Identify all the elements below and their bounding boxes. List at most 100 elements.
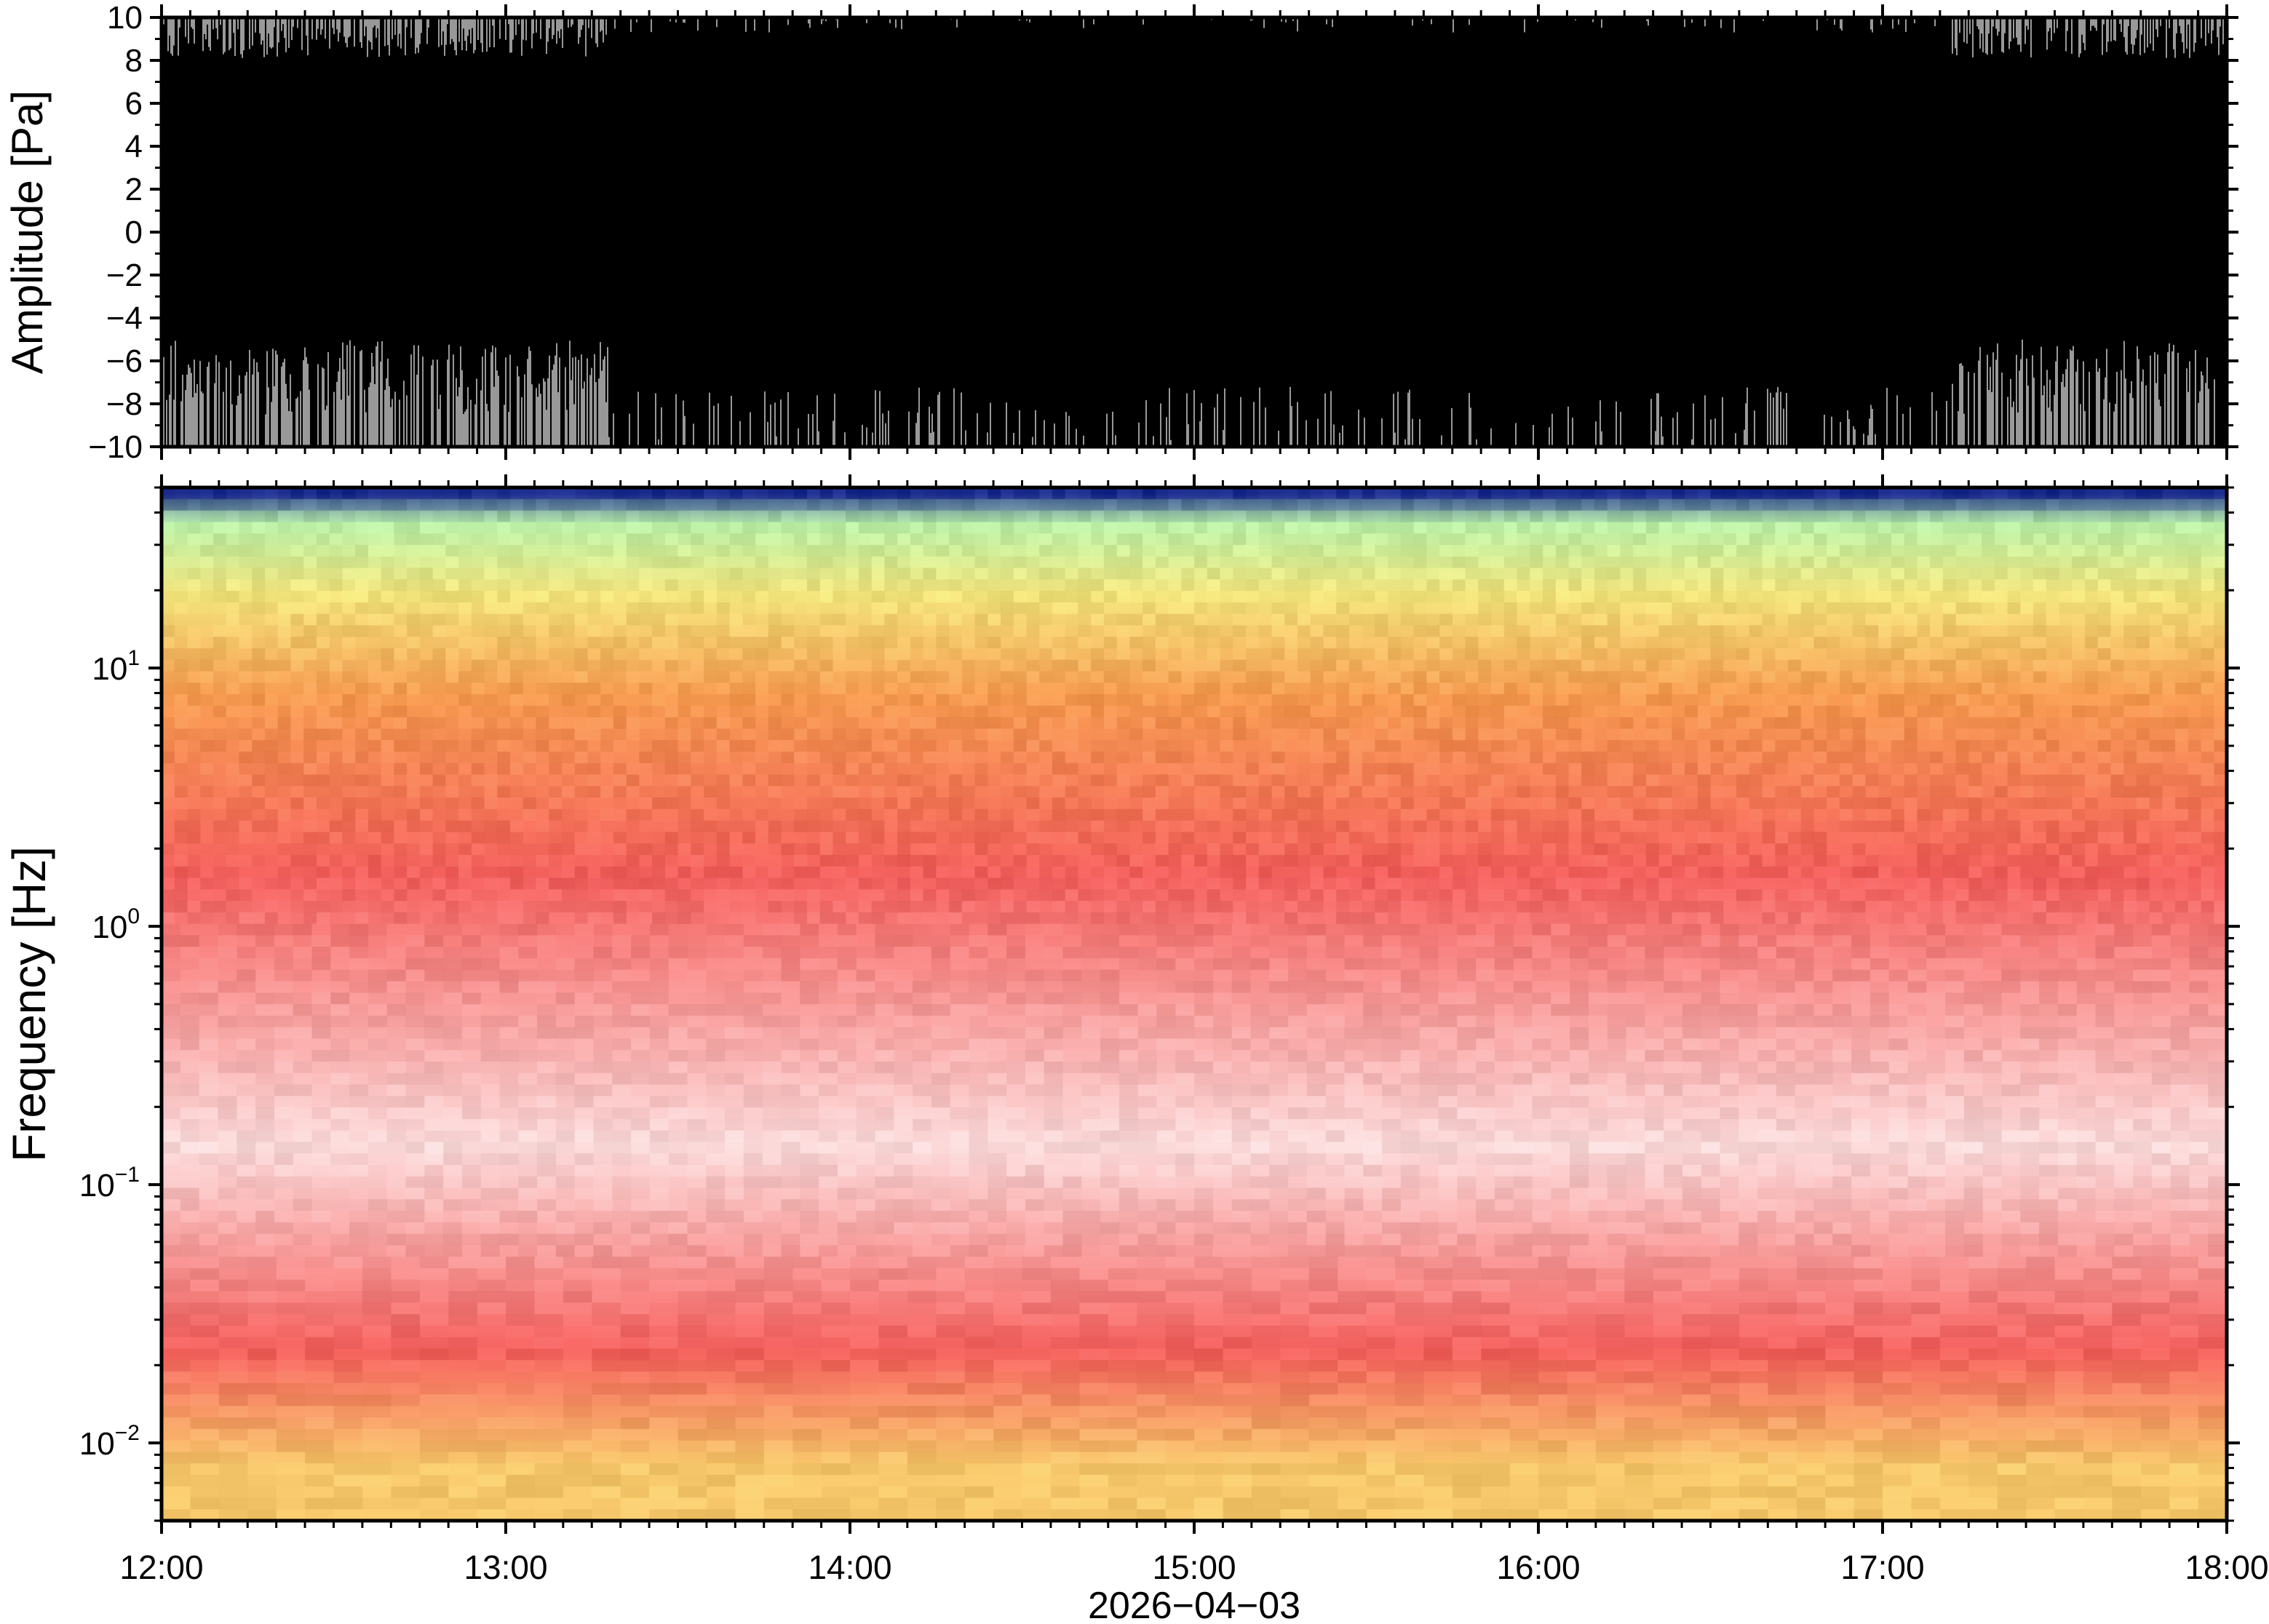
spectrogram-cell [174, 591, 188, 603]
spectrogram-cell [884, 717, 898, 729]
spectrogram-cell [587, 522, 601, 534]
spectrogram-cell [381, 625, 394, 637]
spectrogram-cell [613, 637, 627, 649]
spectrogram-cell [1827, 671, 1840, 683]
spectrogram-cell [1530, 591, 1543, 603]
spectrogram-cell [1078, 613, 1092, 626]
spectrogram-cell [923, 751, 937, 764]
spectrogram-cell [561, 751, 576, 764]
spectrogram-cell [1594, 705, 1608, 718]
spectrogram-cell [239, 705, 253, 718]
spectrogram-cell [162, 579, 175, 592]
spectrogram-cell [652, 522, 666, 534]
spectrogram-cell [264, 648, 279, 661]
spectrogram-cell [2032, 637, 2047, 649]
spectrogram-cell [226, 751, 239, 764]
spectrogram-cell [549, 705, 563, 718]
spectrogram-cell [1103, 498, 1118, 512]
spectrogram-cell [1775, 705, 1789, 718]
spectrogram-cell [1233, 740, 1247, 752]
spectrogram-cell [2072, 717, 2086, 729]
spectrogram-cell [677, 717, 691, 729]
spectrogram-cell [1749, 556, 1763, 569]
spectrogram-cell [367, 579, 382, 592]
spectrogram-cell [1685, 568, 1698, 580]
spectrogram-cell [445, 763, 459, 776]
spectrogram-cell [833, 591, 846, 603]
spectrogram-cell [806, 694, 821, 706]
spectrogram-cell [884, 763, 898, 776]
spectrogram-cell [471, 579, 485, 592]
spectrogram-cell [664, 568, 679, 580]
spectrogram-cell [574, 544, 588, 557]
spectrogram-cell [794, 682, 808, 695]
spectrogram-cell [1194, 637, 1208, 649]
spectrogram-cell [1413, 694, 1427, 706]
spectrogram-cell [1891, 533, 1905, 546]
spectrogram-cell [1026, 602, 1040, 615]
spectrogram-cell [1904, 682, 1918, 695]
spectrogram-cell [162, 648, 175, 661]
spectrogram-cell [1246, 568, 1260, 580]
spectrogram-cell [549, 533, 563, 546]
spectrogram-cell [2032, 556, 2047, 569]
spectrogram-cell [2123, 659, 2137, 672]
spectrogram-cell [1723, 740, 1737, 752]
spectrogram-cell [458, 487, 472, 500]
spectrogram-cell [1723, 751, 1737, 764]
spectrogram-cell [1787, 705, 1802, 718]
spectrogram-cell [639, 544, 653, 557]
spectrogram-cell [1348, 763, 1363, 776]
spectrogram-cell [755, 522, 769, 534]
spectrogram-cell [2136, 728, 2150, 741]
spectrogram-cell [1362, 671, 1375, 683]
spectrogram-cell [316, 602, 330, 615]
spectrogram-cell [252, 705, 266, 718]
spectrogram-cell [1271, 751, 1285, 764]
spectrogram-cell [691, 637, 704, 649]
spectrogram-cell [1336, 740, 1350, 752]
spectrogram-cell [239, 556, 253, 569]
spectrogram-cell [2097, 625, 2111, 637]
spectrogram-cell [277, 763, 291, 776]
spectrogram-cell [2214, 579, 2227, 592]
spectrogram-cell [1323, 671, 1337, 683]
spectrogram-cell [2162, 705, 2176, 718]
spectrogram-cell [2162, 659, 2176, 672]
spectrogram-cell [1026, 648, 1040, 661]
spectrogram-cell [419, 602, 434, 615]
spectrogram-cell [2201, 659, 2214, 672]
spectrogram-cell [367, 487, 382, 500]
spectrogram-cell [1336, 602, 1350, 615]
spectrogram-cell [1258, 591, 1272, 603]
spectrogram-cell [1723, 591, 1737, 603]
spectrogram-cell [509, 544, 524, 557]
spectrogram-cell [1685, 659, 1698, 672]
spectrogram-cell [1813, 568, 1827, 580]
spectrogram-cell [407, 533, 421, 546]
spectrogram-cell [561, 740, 576, 752]
spectrogram-cell [988, 602, 1001, 615]
spectrogram-cell [174, 682, 188, 695]
spectrogram-cell [1052, 613, 1066, 626]
spectrogram-cell [1568, 659, 1582, 672]
spectrogram-cell [1800, 487, 1814, 500]
spectrogram-cell [355, 544, 369, 557]
spectrogram-cell [1000, 728, 1014, 741]
spectrogram-cell [1800, 637, 1814, 649]
spectrogram-cell [2097, 487, 2111, 500]
waveform-x-ticks [160, 4, 2228, 460]
spectrogram-cell [1091, 682, 1105, 695]
spectrogram-cell [664, 694, 679, 706]
spectrogram-cell [252, 579, 266, 592]
spectrogram-cell [1568, 717, 1582, 729]
spectrogram-cell [652, 728, 666, 741]
waveform-background [162, 17, 2227, 447]
spectrogram-cell [1207, 648, 1220, 661]
spectrogram-cell [794, 556, 808, 569]
spectrogram-cell [574, 705, 588, 718]
spectrogram-cell [264, 763, 279, 776]
spectrogram-cell [2059, 740, 2073, 752]
spectrogram-cell [1143, 487, 1156, 500]
